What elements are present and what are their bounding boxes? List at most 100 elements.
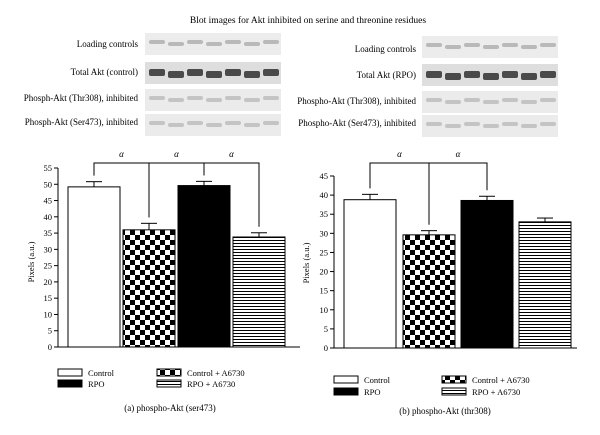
significance-label: α: [119, 149, 124, 159]
blot-band-b-1-6: [540, 71, 556, 78]
blot-label-b-loading: Loading controls: [355, 44, 417, 54]
y-tick-label: 45: [44, 196, 53, 206]
bar-control-a6730: [122, 229, 176, 348]
blot-band-a-2-3: [206, 98, 222, 102]
blot-band-b-2-3: [483, 100, 499, 104]
chart-b-ylabel: Pixels (a.u.): [301, 242, 311, 283]
blot-band-a-2-5: [244, 98, 260, 102]
legend-label: Control: [88, 368, 115, 378]
blot-band-b-2-0: [426, 98, 442, 102]
significance-label: α: [397, 149, 402, 159]
blot-band-a-1-4: [225, 69, 241, 76]
blot-panel-a: Loading controls Total Akt (control) Pho…: [24, 33, 281, 136]
y-tick-label: 40: [320, 190, 329, 200]
chart-a: 0 5 10 15 20 25 30 35 40 45 50 55 α α α Pixels (a.u.)…: [26, 149, 300, 413]
chart-b-legend: Control Control + A6730 RPO RPO + A6730: [333, 375, 530, 397]
bar-rpo: [460, 199, 514, 349]
blot-band-b-0-3: [483, 45, 499, 49]
blot-band-a-0-2: [187, 40, 203, 44]
blot-band-b-1-2: [464, 71, 480, 78]
blot-bands-a: [149, 40, 279, 127]
chart-a-bars: [67, 180, 286, 348]
bar-control-a6730: [402, 234, 456, 349]
blot-band-a-2-0: [149, 96, 165, 100]
blot-band-a-3-1: [168, 123, 184, 127]
bar-rpo-a6730: [518, 221, 572, 349]
y-tick-label: 10: [44, 309, 53, 319]
legend-label: Control: [364, 375, 391, 385]
y-tick-label: 30: [44, 244, 53, 254]
blot-band-a-3-5: [244, 123, 260, 127]
blot-band-b-1-5: [521, 73, 537, 80]
figure-title: Blot images for Akt inhibited on serine …: [190, 15, 426, 26]
chart-a-legend: Control Control + A6730 RPO RPO + A6730: [57, 368, 245, 389]
blot-label-b-total: Total Akt (RPO): [357, 70, 416, 80]
legend-swatch: [333, 387, 359, 396]
y-tick-label: 25: [320, 247, 329, 257]
y-tick-label: 15: [44, 293, 53, 303]
y-tick-label: 5: [324, 324, 328, 334]
blot-band-b-2-2: [464, 98, 480, 102]
blot-band-b-2-1: [445, 100, 461, 104]
blot-band-a-0-1: [168, 42, 184, 46]
blot-label-b-ser473: Phospho-Akt (Ser473), inhibited: [298, 118, 416, 128]
significance-bracket: [428, 162, 488, 225]
legend-label: RPO: [88, 379, 105, 389]
y-tick-label: 10: [320, 305, 329, 315]
blot-band-b-1-3: [483, 73, 499, 80]
blot-band-a-3-3: [206, 123, 222, 127]
blot-band-b-1-1: [445, 73, 461, 80]
blot-band-a-2-4: [225, 96, 241, 100]
y-tick-label: 35: [44, 228, 53, 238]
y-tick-label: 0: [324, 343, 328, 353]
blot-label-a-total: Total Akt (control): [71, 67, 138, 77]
blot-band-b-3-0: [426, 122, 442, 126]
blot-band-b-0-0: [426, 43, 442, 47]
blot-band-a-0-0: [149, 40, 165, 44]
significance-label: α: [229, 149, 234, 159]
blot-band-a-1-5: [244, 71, 260, 78]
blot-band-a-1-1: [168, 71, 184, 78]
legend-label: Control + A6730: [187, 368, 245, 378]
blot-band-b-3-6: [540, 122, 556, 126]
legend-swatch: [57, 379, 83, 388]
blot-band-b-2-5: [521, 100, 537, 104]
blot-band-a-3-0: [149, 121, 165, 125]
legend-swatch: [441, 375, 467, 384]
bar-control: [343, 199, 397, 349]
blot-band-a-0-5: [244, 42, 260, 46]
y-tick-label: 35: [320, 209, 329, 219]
y-tick-label: 40: [44, 212, 53, 222]
blot-band-b-0-6: [540, 43, 556, 47]
y-tick-label: 55: [44, 163, 53, 173]
blot-band-a-1-3: [206, 71, 222, 78]
blot-band-a-3-6: [263, 121, 279, 125]
y-tick-label: 20: [320, 267, 329, 277]
blot-bands-b: [426, 43, 556, 128]
blot-band-b-3-1: [445, 124, 461, 128]
y-tick-label: 5: [48, 326, 52, 336]
legend-swatch: [156, 379, 182, 388]
blot-band-b-0-5: [521, 45, 537, 49]
y-tick-label: 25: [44, 261, 53, 271]
chart-b-caption: (b) phospho-Akt (thr308): [399, 406, 491, 416]
blot-band-a-2-2: [187, 96, 203, 100]
legend-label: RPO + A6730: [472, 387, 520, 397]
legend-label: RPO: [364, 387, 381, 397]
blot-band-a-1-6: [263, 69, 279, 76]
chart-b-bars: [343, 193, 572, 349]
blot-band-b-3-5: [521, 124, 537, 128]
blot-band-a-0-6: [263, 40, 279, 44]
y-tick-label: 15: [320, 286, 329, 296]
blot-label-b-thr308: Phospho-Akt (Thr308), inhibited: [297, 96, 416, 106]
blot-band-b-2-6: [540, 98, 556, 102]
legend-swatch: [57, 368, 83, 377]
bar-rpo-a6730: [232, 236, 286, 348]
significance-label: α: [456, 149, 461, 159]
significance-label: α: [174, 149, 179, 159]
legend-swatch: [441, 387, 467, 396]
blot-label-a-thr308: Phosph-Akt (Thr308), inhibited: [24, 93, 139, 103]
